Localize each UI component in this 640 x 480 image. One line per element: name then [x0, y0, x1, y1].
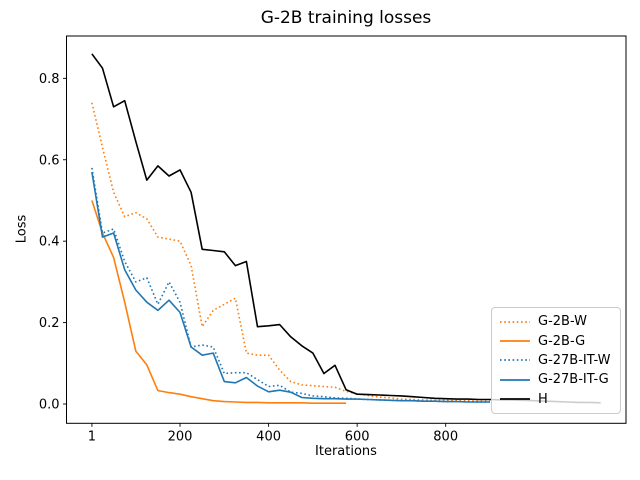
legend: G-2B-W G-2B-G G-27B-IT-W G-27B-IT-G H: [491, 307, 621, 414]
legend-label: G-27B-IT-W: [538, 352, 611, 368]
y-tick-label: 0.8: [39, 72, 60, 87]
dotted-blue-line-sample-icon: [500, 359, 530, 362]
x-tick-label: 1: [88, 429, 96, 444]
solid-orange-line-sample-icon: [500, 340, 530, 342]
legend-item-g-2b-w: G-2B-W: [500, 312, 612, 331]
x-tick-label: 600: [345, 429, 370, 444]
x-tick-label: 400: [256, 429, 281, 444]
series-line-g-2b-w: [91, 102, 490, 403]
chart-title: G-2B training losses: [260, 8, 432, 28]
y-tick-label: 0.6: [39, 153, 60, 168]
legend-item-g-27b-it-w: G-27B-IT-W: [500, 351, 612, 370]
legend-item-g-27b-it-g: G-27B-IT-G: [500, 370, 612, 389]
legend-label: G-2B-G: [538, 333, 586, 349]
solid-black-line-sample-icon: [500, 398, 530, 401]
y-tick-label: 0.0: [39, 398, 60, 413]
legend-label: G-27B-IT-G: [538, 372, 609, 388]
series-line-g-27b-it-w: [91, 167, 490, 403]
legend-label: H: [538, 391, 548, 407]
x-tick-label: 200: [168, 429, 193, 444]
y-tick-label: 0.4: [39, 235, 60, 250]
series-line-g-2b-g: [91, 200, 347, 405]
y-tick-label: 0.2: [39, 316, 60, 331]
solid-blue-line-sample-icon: [500, 379, 530, 381]
dotted-orange-line-sample-icon: [500, 320, 530, 323]
legend-item-g-2b-g: G-2B-G: [500, 332, 612, 351]
plot-border: [66, 35, 627, 424]
legend-label: G-2B-W: [538, 314, 587, 330]
x-axis-label: Iterations: [315, 444, 377, 459]
legend-item-h: H: [500, 390, 612, 409]
x-tick-label: 800: [433, 429, 458, 444]
y-axis-label: Loss: [14, 214, 30, 244]
series-line-g-27b-it-g: [91, 171, 490, 403]
